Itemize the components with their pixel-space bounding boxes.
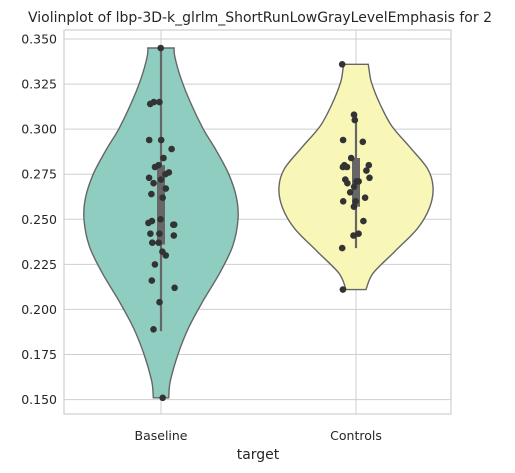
data-point <box>346 189 354 196</box>
data-point <box>145 219 152 227</box>
violins <box>83 44 434 402</box>
data-point <box>157 176 165 183</box>
data-point <box>361 194 369 201</box>
data-point <box>150 326 157 333</box>
data-point <box>147 230 154 237</box>
data-point <box>359 138 367 146</box>
data-point <box>352 198 359 205</box>
data-point <box>338 61 346 68</box>
y-tick-label: 0.300 <box>21 122 57 137</box>
data-point <box>155 239 162 246</box>
data-point <box>343 163 351 171</box>
x-tick-label: Baseline <box>135 428 188 443</box>
x-tick-label: Controls <box>330 428 382 443</box>
y-tick-label: 0.325 <box>21 77 57 92</box>
data-point <box>162 185 170 192</box>
data-point <box>347 154 355 162</box>
y-axis-ticks: 0.150 0.175 0.200 0.225 0.250 0.275 0.300 0.325… <box>21 32 57 408</box>
data-point <box>150 98 158 106</box>
data-point <box>365 161 373 169</box>
y-tick-label: 0.275 <box>21 167 57 182</box>
plot-frame <box>63 29 452 415</box>
data-point <box>170 232 178 239</box>
data-point <box>157 136 165 144</box>
data-point <box>156 98 163 106</box>
data-point <box>145 136 153 144</box>
data-point <box>363 167 370 174</box>
data-point <box>151 261 159 268</box>
data-point <box>351 116 359 124</box>
data-point <box>149 239 156 246</box>
data-point <box>360 217 367 225</box>
data-point <box>350 232 357 239</box>
y-tick-label: 0.200 <box>21 302 57 317</box>
data-point <box>350 183 358 191</box>
data-point <box>162 170 169 178</box>
data-point <box>339 136 347 144</box>
y-tick-label: 0.175 <box>21 347 57 362</box>
data-point <box>170 221 178 228</box>
data-point <box>338 244 346 252</box>
data-point <box>355 230 362 237</box>
y-tick-label: 0.250 <box>21 212 57 227</box>
data-point <box>366 174 373 182</box>
data-point <box>150 179 157 187</box>
data-point <box>168 145 175 153</box>
x-axis-ticks: Baseline Controls <box>135 428 382 443</box>
y-tick-label: 0.350 <box>21 32 57 47</box>
y-tick-label: 0.150 <box>21 392 57 407</box>
chart-title: Violinplot of lbp-3D-k_glrlm_ShortRunLow… <box>28 10 492 26</box>
y-tick-label: 0.225 <box>21 257 57 272</box>
data-point <box>350 203 358 210</box>
data-point <box>157 44 164 52</box>
data-point <box>350 111 358 118</box>
data-point <box>355 178 363 185</box>
iqr-box-baseline <box>157 165 165 245</box>
data-point <box>160 154 167 162</box>
data-point <box>148 190 155 198</box>
data-point <box>156 230 163 237</box>
data-point <box>159 194 166 201</box>
data-point <box>148 277 156 284</box>
data-point <box>151 163 159 171</box>
data-point <box>344 179 351 187</box>
data-point <box>339 198 347 205</box>
data-point <box>145 174 153 182</box>
data-point <box>339 286 347 293</box>
data-point <box>157 216 164 223</box>
data-point <box>159 394 166 402</box>
x-axis-label: target <box>237 447 280 463</box>
data-point <box>171 284 178 292</box>
data-point <box>162 252 170 259</box>
data-point <box>156 298 163 306</box>
